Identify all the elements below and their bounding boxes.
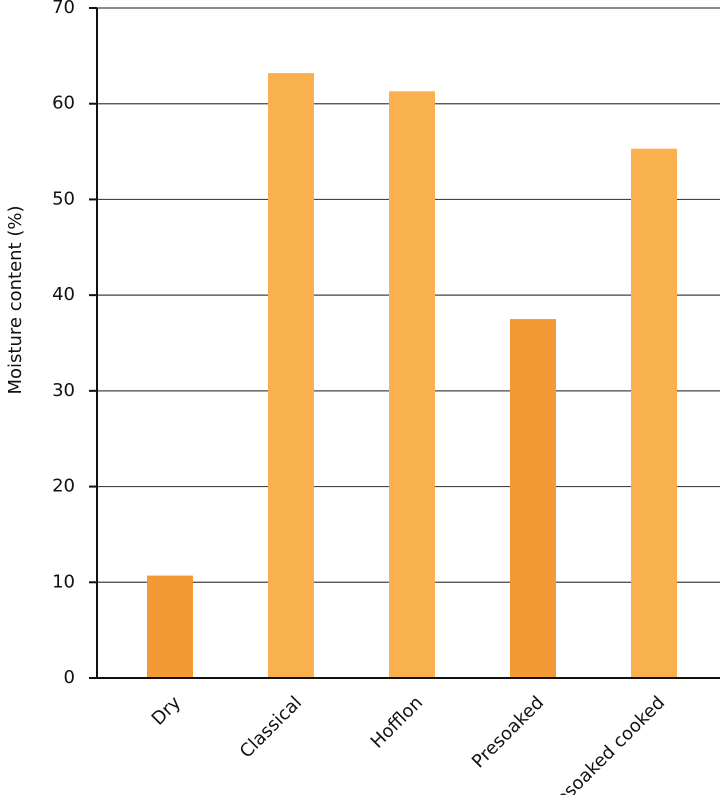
x-tick-label: Hofflon (367, 692, 427, 752)
y-axis-label: Moisture content (%) (5, 206, 26, 395)
y-tick-label: 30 (52, 380, 75, 401)
y-tick-label: 20 (52, 476, 75, 497)
y-tick-label: 60 (52, 93, 75, 114)
bar (510, 319, 556, 678)
y-tick-label: 50 (52, 188, 75, 209)
y-tick-label: 40 (52, 284, 75, 305)
x-tick-label: Presoaked (468, 692, 548, 772)
x-tick-label: Dry (148, 692, 186, 730)
bar (268, 73, 314, 679)
bar (389, 91, 435, 679)
bar (631, 148, 677, 678)
y-tick-label: 0 (64, 667, 75, 688)
y-tick-label: 70 (52, 0, 75, 18)
bar (147, 575, 193, 678)
x-tick-label: Presoaked cooked (539, 692, 669, 795)
y-tick-label: 10 (52, 571, 75, 592)
x-tick-label: Classical (236, 692, 306, 762)
